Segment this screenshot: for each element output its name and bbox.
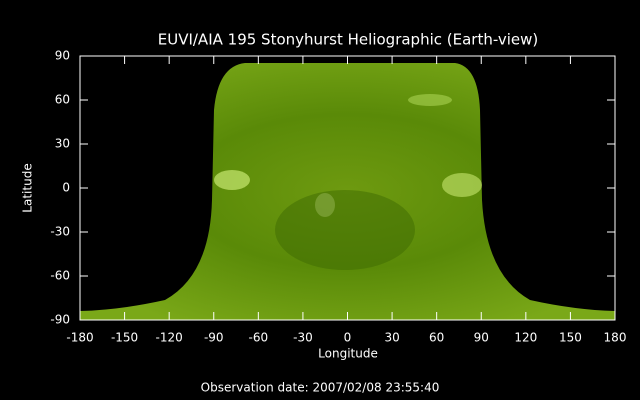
- x-tick-label: -60: [249, 331, 269, 345]
- x-tick-label: 150: [559, 331, 582, 345]
- observation-date: Observation date: 2007/02/08 23:55:40: [201, 381, 440, 395]
- x-tick-label: -150: [111, 331, 138, 345]
- x-tick-label: 30: [384, 331, 399, 345]
- bright-region: [408, 94, 452, 106]
- y-tick-label: 30: [55, 137, 70, 151]
- chart-title: EUVI/AIA 195 Stonyhurst Heliographic (Ea…: [158, 31, 539, 49]
- y-tick-label: 90: [55, 49, 70, 63]
- x-tick-label: 120: [514, 331, 537, 345]
- x-tick-label: 90: [474, 331, 489, 345]
- x-tick-label: -120: [156, 331, 183, 345]
- bright-region: [442, 173, 482, 197]
- x-tick-label: -180: [66, 331, 93, 345]
- y-tick-label: 60: [55, 93, 70, 107]
- x-tick-label: -90: [204, 331, 224, 345]
- y-tick-label: -60: [50, 269, 70, 283]
- x-axis-label: Longitude: [318, 347, 378, 361]
- x-tick-label: 60: [429, 331, 444, 345]
- x-tick-label: 180: [604, 331, 627, 345]
- y-axis-label: Latitude: [21, 163, 35, 212]
- y-tick-label: -90: [50, 313, 70, 327]
- y-tick-label: -30: [50, 225, 70, 239]
- y-tick-label: 0: [62, 181, 70, 195]
- dark-region: [275, 190, 415, 270]
- x-tick-label: -30: [293, 331, 313, 345]
- x-tick-label: 0: [344, 331, 352, 345]
- bright-region: [214, 170, 250, 190]
